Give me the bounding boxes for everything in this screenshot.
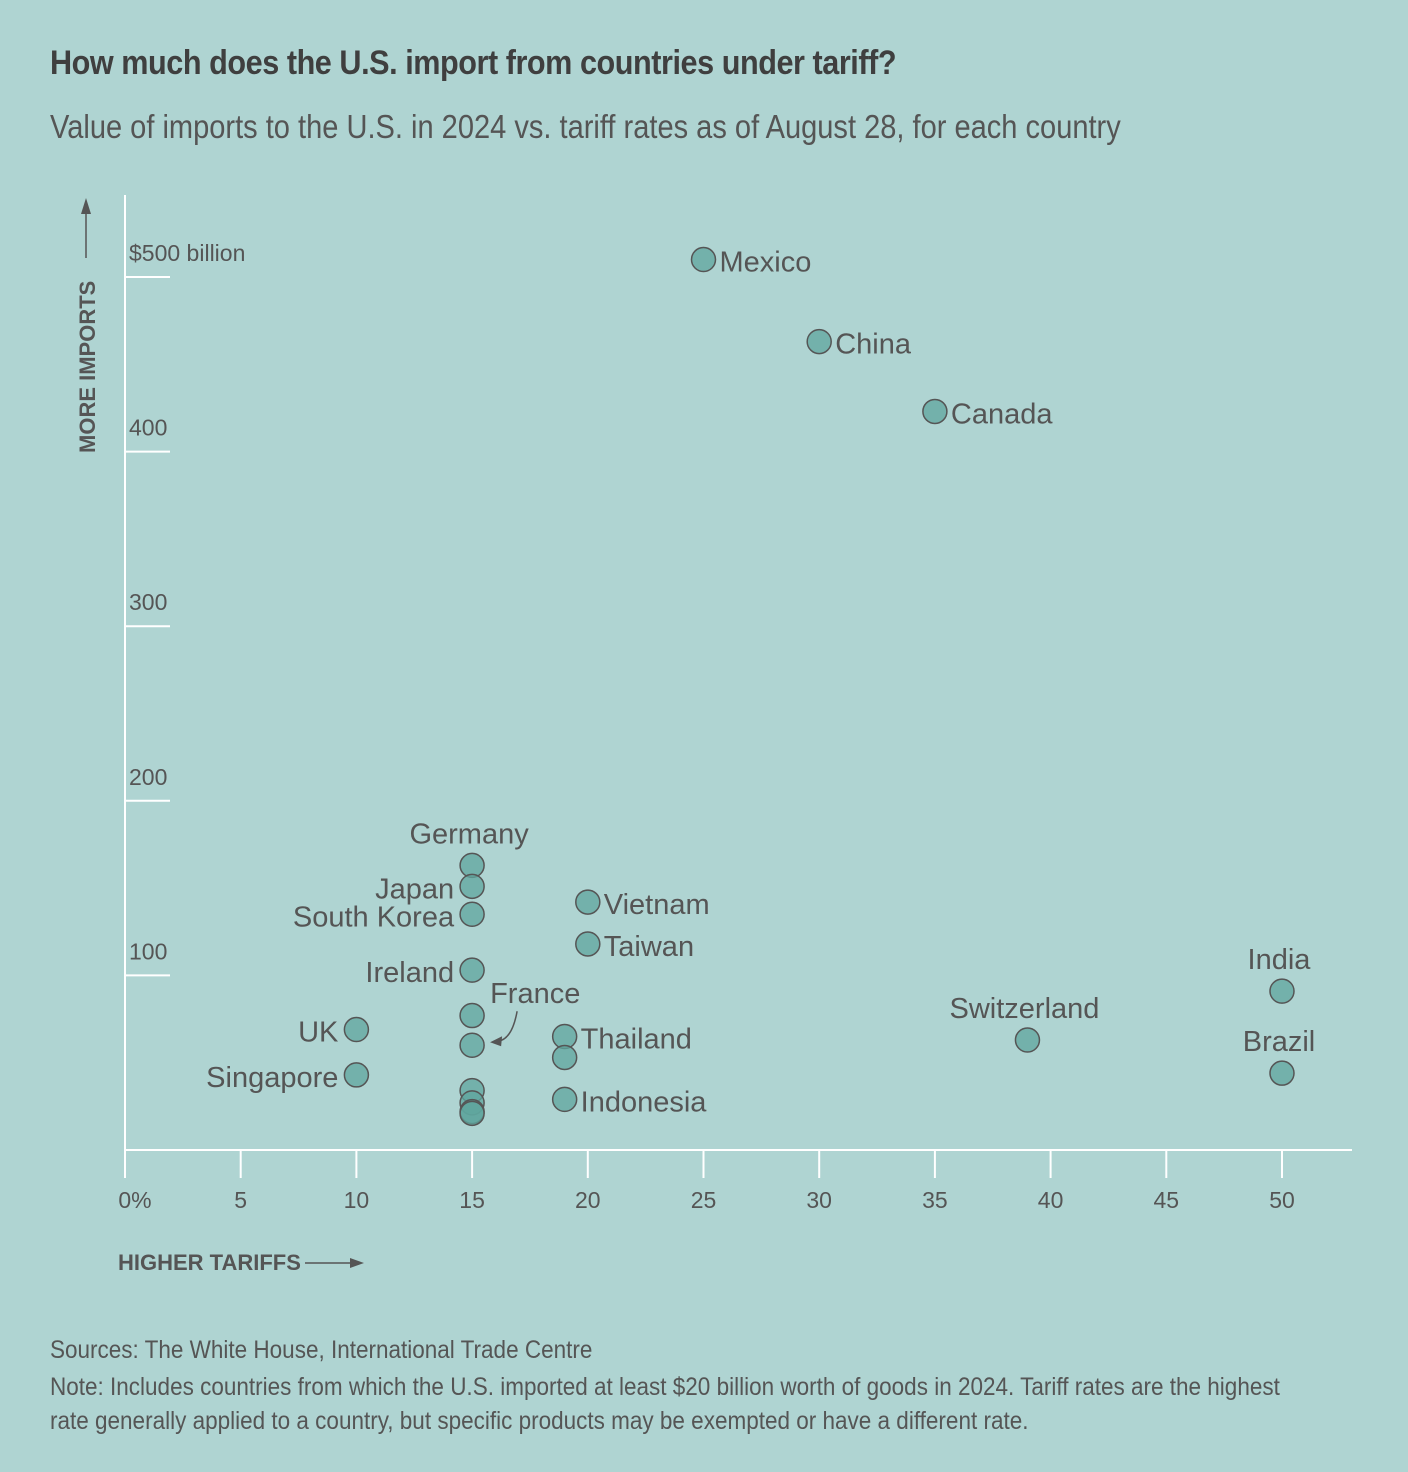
- point-label: Canada: [951, 398, 1053, 430]
- x-tick-label: 45: [1154, 1187, 1180, 1213]
- point-label: Brazil: [1243, 1026, 1316, 1058]
- chart-title: How much does the U.S. import from count…: [50, 44, 897, 82]
- data-point: [922, 398, 948, 425]
- y-tick-label: 300: [129, 589, 167, 615]
- point-label: Vietnam: [604, 889, 710, 921]
- data-point: [459, 1032, 485, 1058]
- data-point: [459, 901, 485, 928]
- point-label: Germany: [409, 818, 529, 850]
- data-point: [806, 328, 832, 355]
- point-label: Japan: [375, 873, 454, 905]
- point-label: Ireland: [365, 957, 454, 989]
- data-point: [459, 873, 485, 900]
- point-label: China: [835, 329, 912, 361]
- y-axis-arrow-icon: [81, 198, 91, 214]
- data-point: [1014, 1027, 1041, 1053]
- point-label: India: [1248, 944, 1312, 976]
- y-tick-label: 200: [129, 764, 167, 790]
- point-label: South Korea: [293, 901, 455, 933]
- data-point: [1269, 1060, 1295, 1086]
- data-point: [343, 1016, 370, 1043]
- x-tick-label: 0%: [118, 1187, 151, 1213]
- data-point: [459, 1002, 485, 1029]
- point-label: Thailand: [581, 1024, 692, 1056]
- sources-note: Sources: The White House, International …: [50, 1336, 593, 1364]
- x-tick-label: 30: [806, 1187, 832, 1213]
- france-arrow-line: [497, 1011, 518, 1042]
- point-label: Indonesia: [581, 1086, 708, 1118]
- point-label: France: [490, 978, 580, 1010]
- x-tick-label: 5: [234, 1187, 247, 1213]
- data-point: [551, 1044, 578, 1071]
- note-line-2: rate generally applied to a country, but…: [50, 1407, 1029, 1435]
- point-label: Mexico: [720, 247, 812, 279]
- point-label: Taiwan: [604, 931, 694, 963]
- point-label: UK: [298, 1017, 339, 1049]
- chart-subtitle: Value of imports to the U.S. in 2024 vs.…: [50, 108, 1121, 145]
- x-tick-label: 50: [1269, 1187, 1295, 1213]
- x-axis-arrow-icon: [350, 1258, 364, 1268]
- note-line-1: Note: Includes countries from which the …: [50, 1373, 1280, 1401]
- data-point: [575, 931, 601, 957]
- data-point: [551, 1086, 578, 1113]
- x-tick-label: 35: [922, 1187, 948, 1213]
- data-point: [459, 957, 485, 983]
- data-point: [690, 246, 717, 273]
- x-axis-title: HIGHER TARIFFS: [118, 1250, 301, 1275]
- data-point: [575, 889, 601, 915]
- x-tick-label: 10: [344, 1187, 370, 1213]
- x-tick-label: 20: [575, 1187, 601, 1213]
- x-tick-label: 15: [459, 1187, 485, 1213]
- point-label: Switzerland: [950, 993, 1100, 1025]
- y-tick-label: $500 billion: [129, 240, 245, 266]
- x-tick-label: 40: [1038, 1187, 1064, 1213]
- data-point: [1269, 978, 1295, 1004]
- france-arrow-icon: [490, 1036, 503, 1047]
- point-label: Singapore: [206, 1062, 338, 1094]
- y-axis-title: MORE IMPORTS: [75, 281, 100, 453]
- data-point: [459, 1100, 485, 1127]
- x-tick-label: 25: [691, 1187, 717, 1213]
- y-tick-label: 400: [129, 415, 167, 441]
- data-point: [343, 1062, 370, 1088]
- y-tick-label: 100: [129, 938, 167, 964]
